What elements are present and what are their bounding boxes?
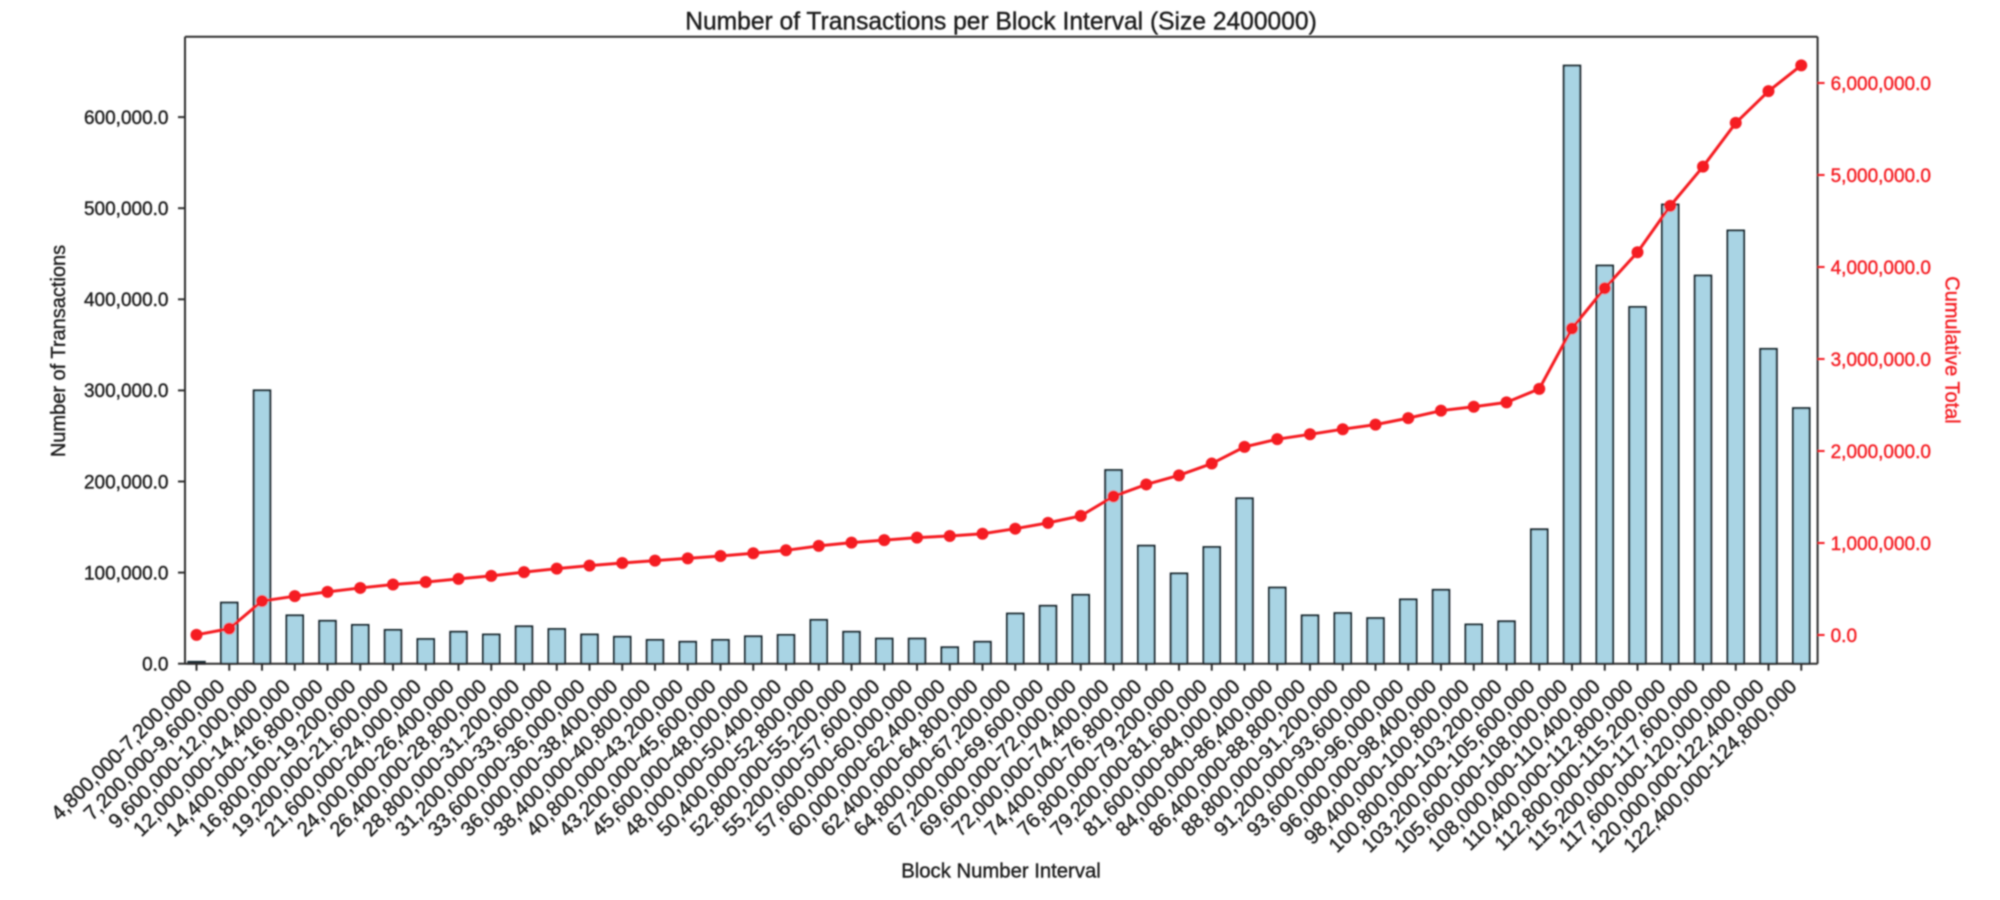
svg-text:1,000,000.0: 1,000,000.0 — [1831, 534, 1931, 555]
svg-text:500,000.0: 500,000.0 — [84, 199, 169, 220]
svg-text:300,000.0: 300,000.0 — [84, 381, 169, 402]
svg-text:100,000.0: 100,000.0 — [84, 563, 169, 584]
svg-text:200,000.0: 200,000.0 — [84, 472, 169, 493]
svg-text:5,000,000.0: 5,000,000.0 — [1831, 166, 1931, 187]
svg-text:3,000,000.0: 3,000,000.0 — [1831, 350, 1931, 371]
svg-text:Number of Transactions: Number of Transactions — [48, 245, 70, 457]
svg-text:0.0: 0.0 — [142, 655, 168, 676]
svg-text:6,000,000.0: 6,000,000.0 — [1831, 74, 1931, 95]
svg-text:Cumulative Total: Cumulative Total — [1941, 276, 1963, 423]
svg-text:4,000,000.0: 4,000,000.0 — [1831, 258, 1931, 279]
svg-text:Block Number Interval: Block Number Interval — [901, 861, 1101, 883]
svg-text:Number of Transactions per Blo: Number of Transactions per Block Interva… — [685, 9, 1317, 36]
svg-text:0.0: 0.0 — [1831, 626, 1857, 647]
svg-text:600,000.0: 600,000.0 — [84, 108, 169, 129]
svg-text:2,000,000.0: 2,000,000.0 — [1831, 442, 1931, 463]
svg-text:400,000.0: 400,000.0 — [84, 290, 169, 311]
